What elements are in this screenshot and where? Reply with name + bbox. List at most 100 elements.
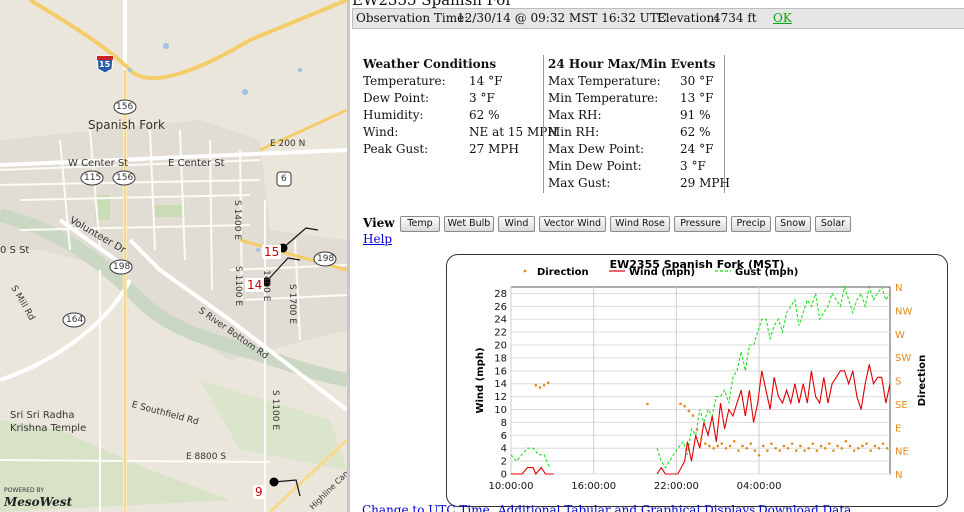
direction-point	[790, 442, 794, 445]
x-tick-label: 04:00:00	[737, 481, 782, 492]
legend-direction-marker	[523, 269, 527, 273]
street-s-1400-e: S 1400 E	[232, 200, 242, 241]
station-label-9[interactable]: 9	[253, 485, 265, 499]
help-link[interactable]: Help	[363, 232, 393, 246]
table-divider	[543, 55, 544, 193]
direction-point	[646, 402, 649, 406]
condition-label: Temperature:	[363, 74, 446, 88]
extreme-row: Min Dew Point: 3 °F	[548, 159, 724, 176]
direction-point	[766, 449, 769, 452]
view-wind-button[interactable]: Wind	[498, 216, 535, 232]
y-tick-label: 20	[494, 341, 507, 352]
direction-point	[534, 383, 538, 387]
y-tick-label: 28	[494, 289, 507, 300]
weather-conditions-title: Weather Conditions	[363, 57, 497, 71]
utc-time-link[interactable]: Change to UTC Time	[362, 503, 490, 512]
route-shield-6: 6	[281, 174, 287, 184]
y-tick-label: 6	[501, 431, 507, 442]
view-solar-button[interactable]: Solar	[815, 216, 851, 232]
view-snow-button[interactable]: Snow	[775, 216, 811, 232]
direction-tick-label: S	[895, 377, 901, 388]
direction-point	[741, 444, 744, 448]
view-precip-button[interactable]: Precip	[731, 216, 771, 232]
direction-point	[704, 442, 707, 445]
view-wind-rose-button[interactable]: Wind Rose	[610, 216, 670, 232]
direction-point	[753, 449, 757, 452]
direction-point	[720, 442, 724, 445]
direction-tick-label: W	[895, 330, 905, 341]
map-canvas[interactable]	[0, 0, 347, 512]
direction-point	[848, 444, 852, 448]
direction-point	[881, 442, 885, 445]
y-tick-label: 24	[494, 315, 507, 326]
direction-tick-label: SE	[895, 400, 908, 411]
direction-point	[691, 414, 695, 417]
extreme-row: Max RH: 91 %	[548, 108, 724, 125]
direction-point	[819, 444, 823, 448]
direction-point	[865, 442, 868, 445]
direction-point	[728, 444, 732, 448]
extreme-value: 30 °F	[680, 74, 714, 88]
direction-point	[869, 449, 873, 452]
legend-wind-label: Wind (mph)	[629, 267, 695, 278]
route-shield-115: 115	[84, 173, 102, 183]
y-tick-label: 8	[501, 418, 507, 429]
condition-label: Humidity:	[363, 108, 424, 122]
panel-divider[interactable]	[347, 0, 350, 512]
direction-point	[778, 449, 782, 452]
y-tick-label: 18	[494, 353, 507, 364]
poi-temple-line2: Krishna Temple	[10, 423, 87, 434]
street-e-8800-s: E 8800 S	[186, 452, 227, 462]
direction-point	[811, 442, 815, 445]
direction-point	[538, 386, 542, 389]
map-panel[interactable]: 15 156 115 156 6 198 198 164 Spanish For…	[0, 0, 347, 512]
gust-series-line	[510, 284, 891, 469]
wind-series-line	[511, 364, 891, 476]
condition-value: 14 °F	[469, 74, 503, 88]
direction-point	[699, 437, 703, 441]
additional-displays-link[interactable]: Additional Tabular and Graphical Display…	[498, 503, 756, 512]
condition-row: Peak Gust: 27 MPH	[363, 142, 543, 159]
download-data-link[interactable]: Download Data	[758, 503, 852, 512]
poi-temple-line1: Sri Sri Radha	[10, 410, 75, 421]
view-pressure-button[interactable]: Pressure	[674, 216, 727, 232]
street-s-1100-e-south: S 1100 E	[270, 390, 280, 431]
direction-point	[757, 454, 761, 457]
route-shield-164: 164	[66, 315, 84, 325]
y-tick-label: 10	[494, 405, 507, 416]
street-e-center: E Center St	[168, 158, 225, 169]
view-wet-bulb-button[interactable]: Wet Bulb	[444, 216, 494, 232]
direction-point	[877, 446, 881, 450]
street-s-1700-e: S 1700 E	[287, 284, 297, 325]
direction-point	[794, 449, 798, 452]
station-label-14[interactable]: 14	[245, 278, 265, 292]
direction-tick-label: E	[895, 423, 901, 434]
street-w-center: W Center St	[68, 158, 129, 169]
condition-row: Dew Point: 3 °F	[363, 91, 543, 108]
y-tick-label: 4	[501, 444, 507, 455]
direction-point	[803, 449, 806, 452]
condition-value: 62 %	[469, 108, 500, 122]
view-temp-button[interactable]: Temp	[400, 216, 440, 232]
direction-point	[749, 442, 753, 445]
direction-tick-label: N	[895, 470, 902, 481]
station-label-15[interactable]: 15	[262, 245, 282, 259]
view-vector-wind-button[interactable]: Vector Wind	[539, 216, 606, 232]
extreme-row: Max Temperature: 30 °F	[548, 74, 724, 91]
direction-point	[786, 446, 790, 450]
x-tick-label: 22:00:00	[654, 481, 699, 492]
direction-point	[857, 446, 860, 450]
direction-point	[724, 446, 728, 450]
y-axis-label: Wind (mph)	[475, 347, 486, 413]
direction-point	[695, 428, 699, 431]
direction-point	[712, 446, 715, 450]
direction-point	[836, 444, 839, 448]
condition-row: Humidity: 62 %	[363, 108, 543, 125]
condition-label: Peak Gust:	[363, 142, 429, 156]
street-e-200-n: E 200 N	[270, 139, 306, 149]
observation-time-label: Observation Time:	[356, 11, 469, 25]
direction-point	[799, 444, 802, 448]
ok-link[interactable]: OK	[773, 11, 792, 25]
x-tick-label: 16:00:00	[571, 481, 616, 492]
